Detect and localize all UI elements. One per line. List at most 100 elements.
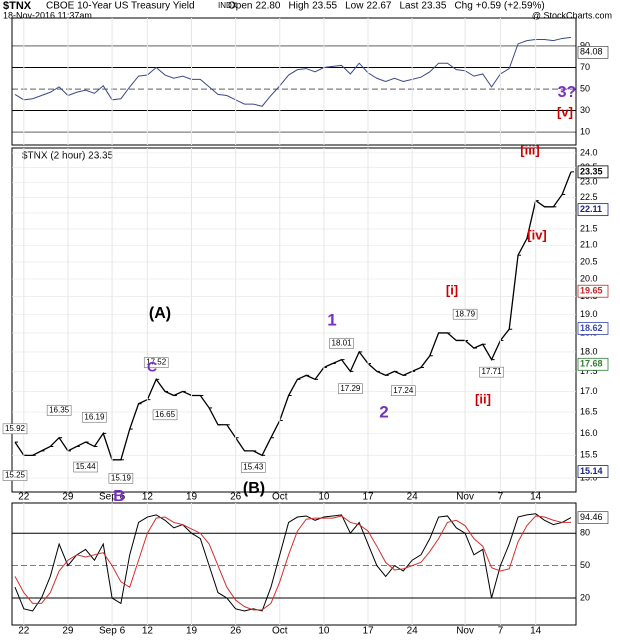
price-label: 15.19 [111,473,132,482]
series-line [14,513,572,612]
quote-label: Last [400,1,419,12]
price-label: 17.29 [340,384,361,393]
y-tick-label: 18.0 [580,346,598,356]
overlay-box [577,284,609,298]
y-tick-label: 21.0 [580,240,598,250]
x-tick-label: Oct [272,492,288,503]
y-tick-label: 80 [580,528,590,538]
overlay-label: 17.68 [580,359,603,369]
price-label-box [82,411,107,423]
y-tick-label: 20.5 [580,256,598,266]
price-label-box [73,461,98,473]
price-label: 17.52 [146,358,167,367]
x-tick-label: 29 [62,492,74,503]
x-tick-label: 17 [362,626,374,637]
wave-label: [iv] [527,227,547,242]
price-label: 15.44 [76,462,97,471]
wave-label: C [147,359,157,375]
y-tick-label: 50 [580,83,590,93]
name: CBOE 10-Year US Treasury Yield [46,1,195,12]
symbol: $TNX [3,0,32,12]
x-tick-label: Oct [272,626,288,637]
x-tick-label: 19 [186,626,198,637]
overlay-box [577,322,609,335]
x-tick-label: 24 [407,626,419,637]
x-tick-label: 22 [18,492,30,503]
last-value-label: 94.46 [580,512,603,522]
x-tick-label: 19 [186,492,198,503]
price-label: 15.25 [5,471,26,480]
overlay-label: 23.35 [580,166,603,176]
price-label-box [2,470,28,481]
x-tick-label: 26 [230,492,242,503]
x-tick-label: 10 [318,626,330,637]
overlay-label: 18.62 [580,323,603,333]
last-value-box [577,46,609,59]
quote-value: 23.35 [421,1,446,12]
series-line [14,171,572,461]
x-tick-label: 29 [62,626,74,637]
y-tick-label: 20 [580,592,590,602]
x-tick-label: Sep 6 [99,626,126,637]
price-label: 18.01 [332,339,353,348]
x-tick-label: 12 [142,626,154,637]
quote-label: Low [345,1,364,12]
x-tick-label: 17 [362,492,374,503]
quote-label: High [289,1,310,12]
y-tick-label: 21.5 [580,223,598,233]
quote-label: Chg [454,1,472,12]
price-label-box [479,366,504,378]
x-tick-label: 26 [230,626,242,637]
x-tick-label: 7 [498,492,504,503]
quote-value: 23.55 [312,1,337,12]
x-tick-label: Nov [456,492,474,503]
price-label: 16.35 [49,406,70,415]
credit: @ StockCharts.com [532,10,612,20]
x-tick-label: 12 [142,492,154,503]
wave-label: 2 [379,402,388,421]
y-tick-label: 70 [580,62,590,72]
quote-label: Open [228,1,252,12]
x-tick-label: 14 [530,492,542,503]
y-tick-label: 15.5 [580,450,598,460]
price-label-box [241,462,266,473]
wave-label: 3? [558,84,577,101]
price-label-box [452,308,478,320]
series-line [14,515,571,611]
wave-label: [ii] [475,391,491,406]
price-label-box [329,338,354,349]
x-tick-label: 24 [407,492,419,503]
series-line [14,36,572,107]
overlay-label: 19.65 [580,286,603,296]
y-tick-label: 17.0 [580,386,598,396]
x-tick-label: 7 [498,626,504,637]
price-label: 16.65 [155,410,176,419]
y-tick-label: 16.5 [580,406,598,416]
wave-label: B [113,488,125,505]
y-tick-label: 16.0 [580,428,598,438]
rsi-panel [11,17,577,146]
price-label-box [46,405,72,416]
price-label: 18.79 [455,309,476,318]
wave-label: (A) [149,305,171,322]
y-tick-label: 20.0 [580,273,598,283]
wave-label: [iii] [520,142,540,157]
price-label-box [143,357,169,368]
overlay-label: 22.11 [580,204,602,214]
overlay-label: 15.14 [580,466,603,476]
quote-value: 22.67 [366,1,391,12]
quote-value: 22.80 [255,1,280,12]
wave-label: [v] [557,104,573,119]
y-tick-label: 24.0 [580,147,598,157]
y-tick-label: 22.5 [580,192,598,202]
last-value-label: 84.08 [580,47,603,57]
x-tick-label: 22 [18,626,30,637]
stoch-panel [11,502,577,626]
x-tick-label: Sep 6 [99,492,126,503]
y-tick-label: 10 [580,126,590,136]
exchange: INDX [218,1,238,10]
price-label: 15.43 [243,463,264,472]
price-label: 17.71 [482,367,503,376]
overlay-box [577,203,609,217]
